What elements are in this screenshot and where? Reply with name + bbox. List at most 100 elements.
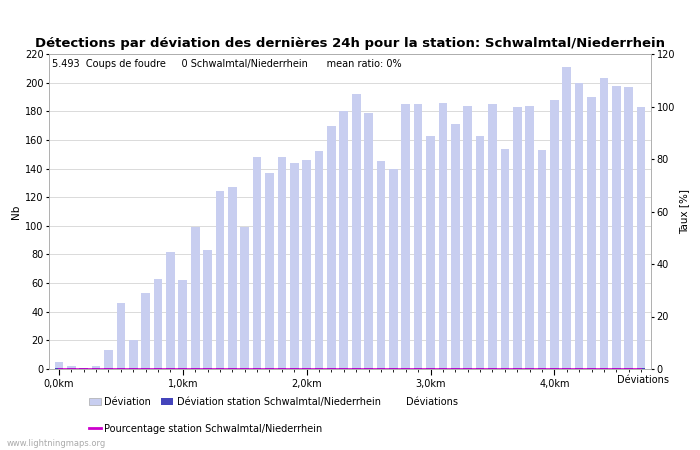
Bar [513, 368, 522, 369]
Bar [203, 368, 212, 369]
Bar [240, 368, 249, 369]
Bar [191, 227, 200, 369]
Bar [377, 162, 385, 369]
Bar [340, 111, 348, 369]
Bar [587, 368, 596, 369]
Bar [525, 368, 534, 369]
Bar [426, 135, 435, 369]
Bar [550, 368, 559, 369]
Bar [401, 104, 410, 369]
Bar [277, 368, 286, 369]
Bar [116, 303, 125, 369]
Bar [364, 112, 373, 369]
Bar [327, 368, 336, 369]
Bar [166, 252, 175, 369]
Bar [302, 368, 311, 369]
Bar [141, 368, 150, 369]
Bar [327, 126, 336, 369]
Bar [612, 86, 621, 369]
Bar [637, 107, 645, 369]
Bar [600, 78, 608, 369]
Bar [513, 107, 522, 369]
Legend: Pourcentage station Schwalmtal/Niederrhein: Pourcentage station Schwalmtal/Niederrhe… [89, 424, 323, 434]
Bar [141, 293, 150, 369]
Bar [612, 368, 621, 369]
Y-axis label: Taux [%]: Taux [%] [679, 189, 690, 234]
Bar [624, 368, 633, 369]
Bar [575, 368, 584, 369]
Bar [216, 191, 224, 369]
Bar [463, 368, 472, 369]
Bar [414, 104, 423, 369]
Bar [104, 351, 113, 369]
Bar [624, 87, 633, 369]
Bar [104, 368, 113, 369]
Bar [562, 368, 571, 369]
Bar [315, 151, 323, 369]
Bar [154, 368, 162, 369]
Bar [166, 368, 175, 369]
Bar [488, 104, 497, 369]
Bar [538, 368, 546, 369]
Bar [79, 368, 88, 369]
Y-axis label: Nb: Nb [10, 204, 21, 219]
Bar [178, 280, 187, 369]
Bar [525, 106, 534, 369]
Bar [253, 157, 261, 369]
Bar [377, 368, 385, 369]
Bar [389, 169, 398, 369]
Bar [439, 103, 447, 369]
Text: 5.493  Coups de foudre     0 Schwalmtal/Niederrhein      mean ratio: 0%: 5.493 Coups de foudre 0 Schwalmtal/Niede… [52, 59, 402, 69]
Bar [265, 368, 274, 369]
Bar [216, 368, 224, 369]
Bar [240, 227, 249, 369]
Bar [129, 368, 138, 369]
Bar [500, 148, 509, 369]
Bar [637, 368, 645, 369]
Bar [67, 368, 76, 369]
Bar [500, 368, 509, 369]
Bar [414, 368, 423, 369]
Bar [67, 366, 76, 369]
Bar [116, 368, 125, 369]
Bar [439, 368, 447, 369]
Legend: Déviation, Déviation station Schwalmtal/Niederrhein, Déviations: Déviation, Déviation station Schwalmtal/… [89, 397, 458, 407]
Bar [451, 368, 460, 369]
Bar [426, 368, 435, 369]
Bar [55, 362, 63, 369]
Bar [550, 100, 559, 369]
Bar [203, 250, 212, 369]
Bar [228, 368, 237, 369]
Bar [401, 368, 410, 369]
Bar [191, 368, 200, 369]
Title: Détections par déviation des dernières 24h pour la station: Schwalmtal/Niederrhe: Détections par déviation des dernières 2… [35, 37, 665, 50]
Bar [55, 368, 63, 369]
Bar [228, 187, 237, 369]
Bar [352, 368, 361, 369]
Bar [451, 124, 460, 369]
Bar [79, 368, 88, 369]
Bar [538, 150, 546, 369]
Bar [302, 160, 311, 369]
Bar [562, 67, 571, 369]
Bar [600, 368, 608, 369]
Bar [154, 279, 162, 369]
Bar [129, 340, 138, 369]
Bar [265, 173, 274, 369]
Text: Déviations: Déviations [617, 375, 668, 385]
Text: www.lightningmaps.org: www.lightningmaps.org [7, 439, 106, 448]
Bar [389, 368, 398, 369]
Bar [587, 97, 596, 369]
Bar [340, 368, 348, 369]
Bar [290, 163, 299, 369]
Bar [364, 368, 373, 369]
Bar [178, 368, 187, 369]
Bar [277, 157, 286, 369]
Bar [92, 366, 100, 369]
Bar [290, 368, 299, 369]
Bar [575, 83, 584, 369]
Bar [92, 368, 100, 369]
Bar [488, 368, 497, 369]
Bar [315, 368, 323, 369]
Bar [476, 135, 484, 369]
